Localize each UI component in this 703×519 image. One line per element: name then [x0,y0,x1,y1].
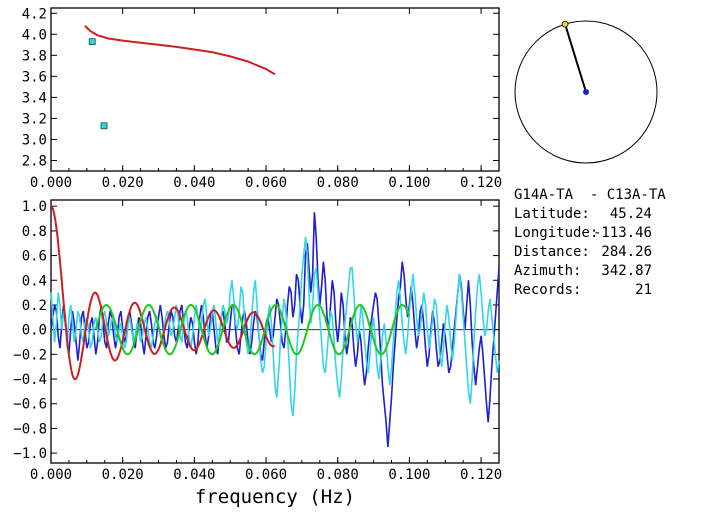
y-tick-label: 3.8 [22,48,47,64]
model-fit-green [94,304,410,356]
compass-tip-dot [561,20,569,28]
y-tick-label: 3.4 [22,90,47,106]
correlation-chart: 0.000 0.020 0.040 0.060 0.080 0.100 0.120 1.00… [13,199,502,508]
y-tick-label: −0.2 [13,347,47,363]
measurement-point [88,38,96,46]
info-row-value: 284.26 [601,244,652,260]
x-tick-label: 0.120 [460,467,502,483]
x-tick-label: 0.000 [30,175,72,191]
dispersion-curve [84,25,276,76]
top-plot-frame [50,7,500,172]
y-tick-label: 1.0 [22,199,47,215]
x-tick-label: 0.100 [388,467,430,483]
x-tick-label: 0.100 [388,175,430,191]
x-tick-label: 0.120 [460,175,502,191]
observed-correlation-blue [50,212,500,447]
bottom-plot-frame [50,199,500,464]
x-tick-label: 0.060 [245,467,287,483]
y-tick-label: 4.2 [22,6,47,22]
info-row-label: Latitude: [514,206,590,222]
top-series-group [84,25,276,130]
info-row-value: 45.24 [610,206,652,222]
compass-center-dot [583,89,589,95]
measurement-point [100,122,108,130]
top-x-axis: 0.000 0.020 0.040 0.060 0.080 0.100 0.120 [30,8,502,191]
y-tick-label: 0.0 [22,323,47,339]
bottom-x-axis: 0.000 0.020 0.040 0.060 0.080 0.100 0.120 [30,200,502,483]
info-row-label: Azimuth: [514,263,581,279]
info-rows: Latitude: 45.24 Longitude:-113.46Distance:… [514,206,652,298]
velocity-chart: 0.000 0.020 0.040 0.060 0.080 0.100 0.120 2.8 3… [22,6,502,191]
y-tick-label: −0.4 [13,372,47,388]
azimuth-compass [514,20,658,164]
x-tick-label: 0.020 [102,467,144,483]
info-row-label: Longitude: [514,225,598,241]
info-row-value: 342.87 [601,263,652,279]
compass-circle [514,20,658,164]
observed-correlation-cyan [50,236,500,417]
compass-needle [564,23,587,93]
y-tick-label: 2.8 [22,153,47,169]
info-row-label: Distance: [514,244,590,260]
x-tick-label: 0.040 [173,175,215,191]
y-tick-label: 3.2 [22,111,47,127]
y-tick-label: 0.4 [22,273,47,289]
x-tick-label: 0.020 [102,175,144,191]
top-y-axis: 2.8 3.0 3.2 3.4 3.6 3.8 4.0 4.2 [22,6,499,169]
station-pair-label: G14A-TA - C13A-TA [514,187,666,203]
y-tick-label: 3.6 [22,69,47,85]
x-tick-label: 0.040 [173,467,215,483]
y-tick-label: −0.8 [13,421,47,437]
bessel-fit-red [50,205,275,381]
y-tick-label: −1.0 [13,446,47,462]
x-tick-label: 0.060 [245,175,287,191]
info-row-value: -113.46 [593,225,652,241]
x-tick-label: 0.080 [317,175,359,191]
y-tick-label: 0.2 [22,298,47,314]
x-tick-label: 0.000 [30,467,72,483]
x-axis-label: frequency (Hz) [195,486,355,508]
x-tick-label: 0.080 [317,467,359,483]
info-row-value: 21 [635,282,652,298]
y-tick-label: 0.8 [22,224,47,240]
y-tick-label: 3.0 [22,132,47,148]
bottom-series-group [50,205,500,447]
y-tick-label: 0.6 [22,249,47,265]
station-info-panel: G14A-TA - C13A-TA Latitude: 45.24 Longitud… [514,187,666,298]
y-tick-label: 4.0 [22,27,47,43]
info-row-label: Records: [514,282,581,298]
y-tick-label: −0.6 [13,397,47,413]
